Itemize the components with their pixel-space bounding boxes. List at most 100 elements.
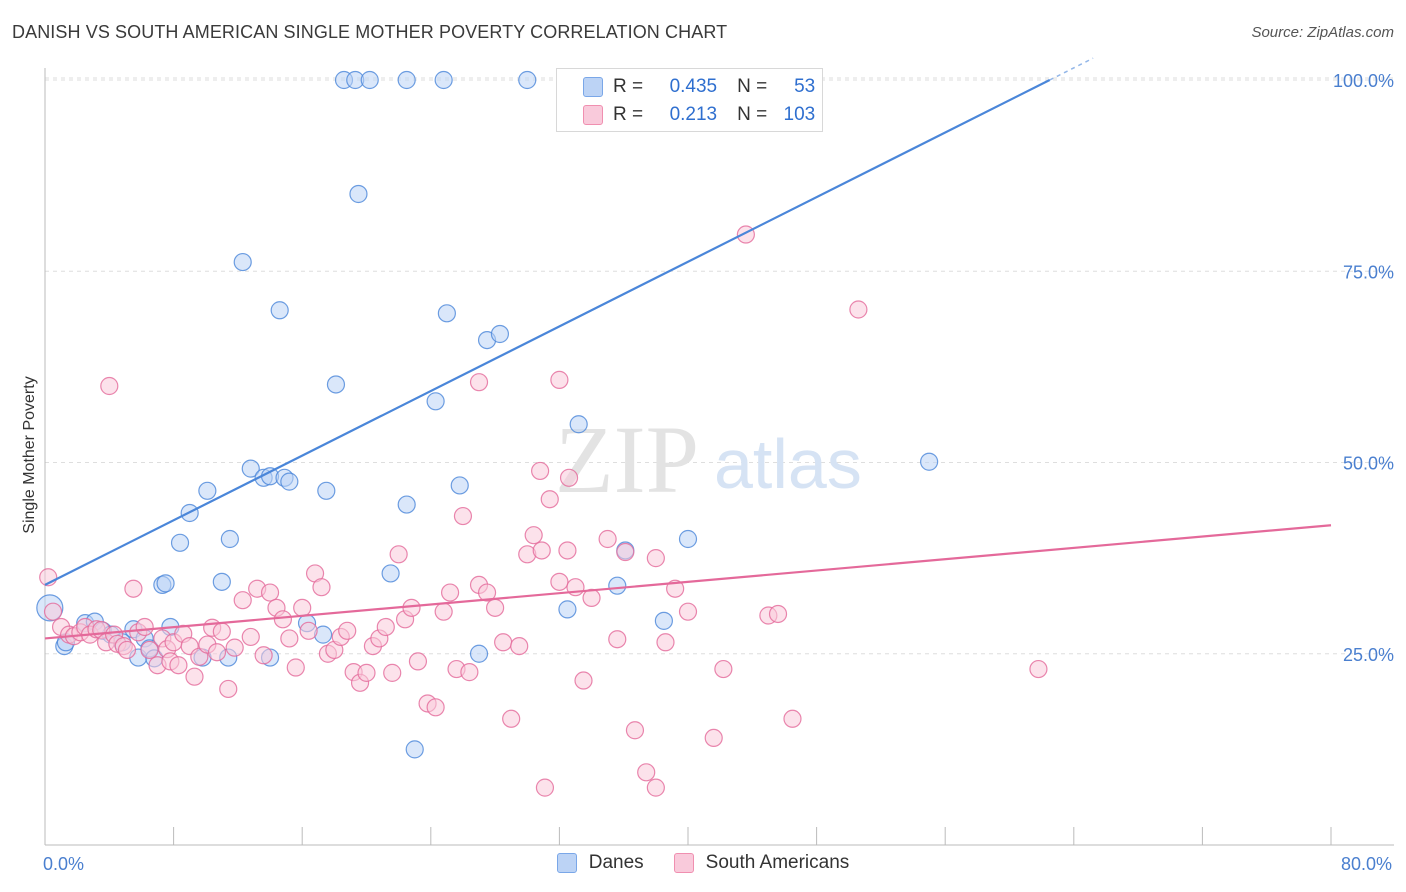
point-south-americans	[440, 583, 460, 602]
point-south-americans	[219, 679, 238, 699]
point-south-americans	[293, 598, 312, 617]
point-danes	[434, 70, 453, 90]
point-south-americans	[453, 506, 473, 526]
series-swatch-south-americans	[673, 853, 694, 873]
point-danes	[270, 301, 289, 320]
point-danes	[920, 452, 939, 471]
trend-line-extension	[1049, 57, 1094, 81]
series-label-danes: Danes	[588, 852, 644, 873]
point-danes	[558, 600, 577, 619]
point-danes	[220, 529, 239, 549]
point-south-americans	[43, 602, 63, 621]
tick-labels: 25.0% 50.0% 75.0% 100.0% 0.0% 80.0%	[43, 71, 1394, 874]
trend-line-south-americans	[44, 524, 1332, 640]
trend-lines	[44, 57, 1332, 640]
point-south-americans	[550, 370, 569, 389]
point-south-americans	[280, 629, 299, 648]
point-danes	[490, 324, 510, 344]
point-danes	[518, 70, 537, 90]
point-danes	[233, 252, 252, 272]
point-south-americans	[357, 663, 376, 682]
point-south-americans	[241, 627, 260, 647]
point-south-americans	[286, 658, 305, 677]
point-danes	[426, 392, 445, 411]
point-south-americans	[656, 633, 675, 652]
legend-n-label: N =	[737, 76, 768, 97]
point-south-americans	[477, 583, 497, 602]
point-danes	[437, 304, 456, 323]
point-south-americans	[531, 461, 550, 481]
point-danes	[317, 481, 336, 500]
legend-row-south-americans: R = 0.213 N = 103	[583, 103, 815, 127]
point-south-americans	[678, 602, 698, 621]
point-danes	[241, 459, 260, 478]
chart-title: DANISH VS SOUTH AMERICAN SINGLE MOTHER P…	[12, 22, 728, 42]
point-south-americans	[559, 468, 579, 487]
legend-r-label: R =	[613, 104, 644, 125]
point-danes	[198, 481, 217, 500]
point-south-americans	[212, 622, 231, 641]
point-south-americans	[666, 579, 685, 598]
point-south-americans	[100, 376, 119, 396]
legend-row-danes: R = 0.435 N = 53	[583, 75, 815, 99]
point-south-americans	[389, 545, 408, 564]
y-tick-label: 50.0%	[1343, 454, 1394, 474]
point-south-americans	[532, 541, 551, 560]
point-south-americans	[616, 542, 635, 562]
point-south-americans	[608, 630, 627, 649]
point-south-americans	[704, 728, 723, 748]
x-tick-label: 0.0%	[43, 854, 84, 874]
series-swatch-danes	[556, 853, 577, 873]
point-south-americans	[783, 709, 802, 728]
point-danes	[397, 70, 416, 90]
grid-lines	[45, 77, 1394, 655]
trend-line-danes	[44, 79, 1051, 586]
point-south-americans	[312, 578, 331, 597]
point-south-americans	[502, 709, 521, 728]
point-south-americans	[273, 610, 293, 629]
point-south-americans	[637, 763, 656, 782]
series-legend-danes[interactable]: Danes	[556, 852, 644, 874]
point-south-americans	[185, 667, 204, 686]
point-danes	[397, 495, 416, 514]
point-danes	[381, 564, 400, 583]
point-danes	[326, 375, 346, 394]
point-south-americans	[338, 621, 357, 640]
point-danes	[156, 574, 175, 593]
point-south-americans	[124, 579, 143, 598]
point-south-americans	[768, 604, 788, 624]
point-south-americans	[625, 721, 645, 740]
y-tick-label: 25.0%	[1343, 645, 1394, 665]
legend-r-value: 0.435	[669, 76, 718, 97]
point-danes	[608, 576, 627, 595]
point-south-americans	[169, 656, 188, 675]
point-south-americans	[558, 541, 577, 560]
point-south-americans	[524, 526, 543, 545]
legend-n-value: 103	[783, 104, 816, 125]
series-legend: Danes South Americans	[0, 852, 1406, 874]
point-south-americans	[646, 549, 665, 568]
watermark-atlas: atlas	[714, 425, 862, 503]
watermark: ZIP atlas	[555, 406, 862, 513]
point-south-americans	[434, 602, 453, 621]
series-label-south-americans: South Americans	[705, 852, 850, 873]
point-danes	[678, 529, 698, 549]
point-south-americans	[207, 643, 227, 662]
point-south-americans	[535, 778, 555, 797]
point-south-americans	[646, 778, 665, 797]
point-danes	[280, 472, 299, 491]
point-south-americans	[510, 636, 529, 656]
legend-swatch-south-americans	[583, 105, 603, 125]
point-south-americans	[260, 583, 280, 602]
series-legend-south-americans[interactable]: South Americans	[673, 852, 850, 874]
point-danes	[212, 572, 231, 591]
point-danes	[469, 644, 489, 663]
point-south-americans	[140, 640, 159, 660]
point-south-americans	[254, 646, 273, 665]
y-tick-label: 100.0%	[1333, 71, 1394, 91]
point-south-americans	[233, 591, 252, 610]
point-danes	[405, 740, 424, 759]
y-axis-label: Single Mother Poverty	[21, 376, 38, 533]
point-south-americans	[540, 490, 559, 509]
y-tick-label: 75.0%	[1343, 262, 1394, 282]
